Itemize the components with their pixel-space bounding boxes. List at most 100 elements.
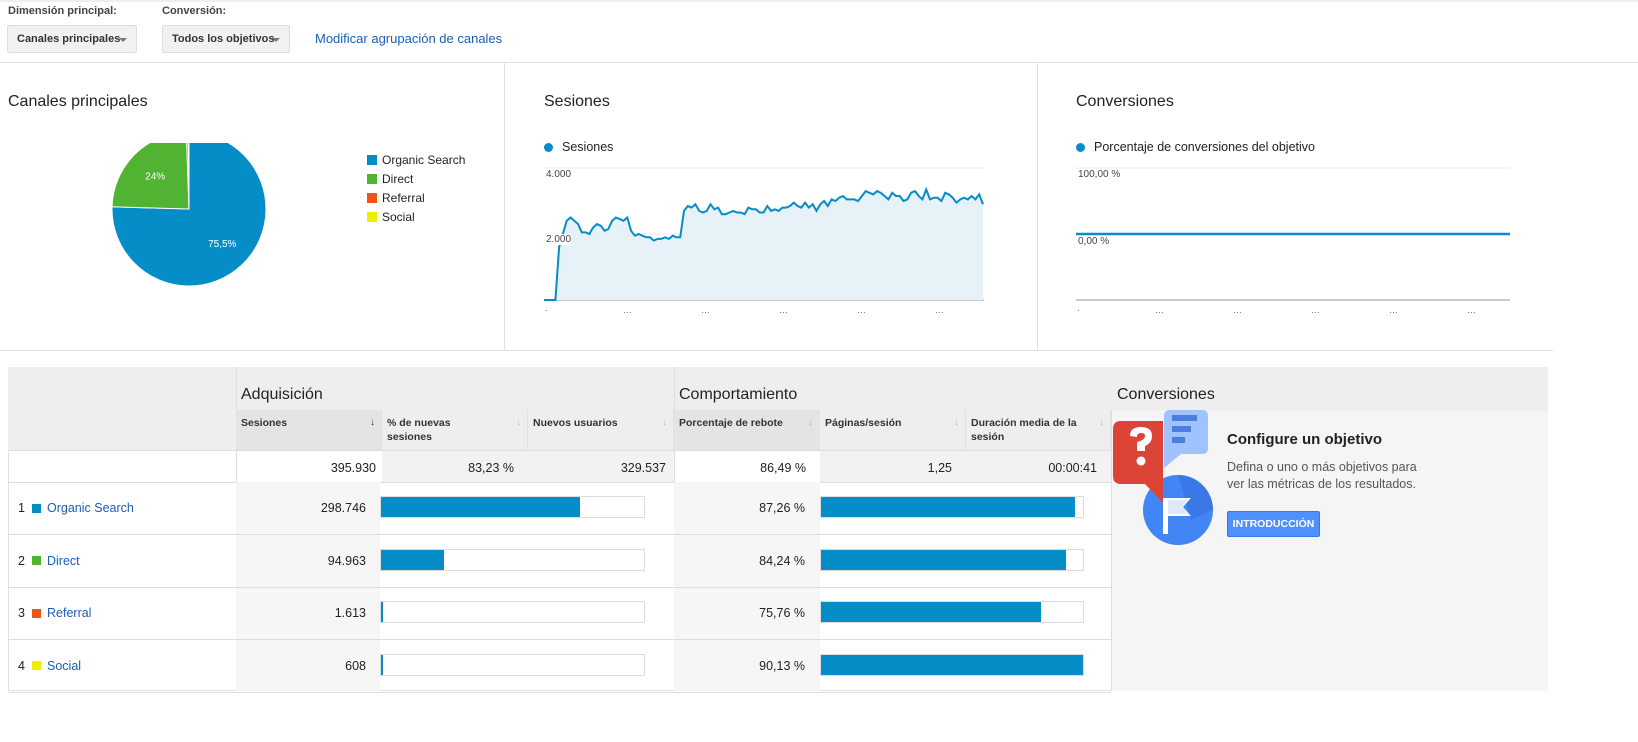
dimension-label: Dimensión principal: xyxy=(8,5,117,17)
pie-data-label: 24% xyxy=(145,171,165,182)
row-index: 2 xyxy=(18,553,25,568)
legend-item-social[interactable]: Social xyxy=(367,207,465,226)
group-header-row xyxy=(8,367,1111,410)
total-pages-session: 1,25 xyxy=(927,461,952,475)
goal-desc-line: ver las métricas de los resultados. xyxy=(1227,477,1416,491)
x-tick: … xyxy=(1389,305,1398,315)
table-row: 4 Social xyxy=(18,659,81,673)
sort-arrow-icon: ↓ xyxy=(662,417,667,428)
x-tick: … xyxy=(1311,305,1320,315)
channels-panel: Canales principales 75,5% 24% Organic Sea… xyxy=(0,63,505,351)
column-label: Páginas/sesión xyxy=(825,417,902,429)
table-row: 2 Direct xyxy=(18,554,80,568)
y-tick: 2.000 xyxy=(546,234,572,245)
swatch xyxy=(367,211,377,222)
y-tick: 0,00 % xyxy=(1078,236,1110,247)
totals-bg xyxy=(382,450,674,482)
group-conversions: Conversiones xyxy=(1117,386,1215,403)
column-avg-duration[interactable]: Duración media de la sesión ↓ xyxy=(966,410,1111,450)
x-tick: … xyxy=(1467,305,1476,315)
channel-link[interactable]: Organic Search xyxy=(47,501,134,515)
bounce-bar xyxy=(820,601,1084,623)
x-tick: · xyxy=(545,305,548,315)
bounce-bar xyxy=(820,496,1084,518)
row-bounce-rate: 75,76 % xyxy=(759,606,805,620)
divider xyxy=(8,450,1111,451)
pie-slice-organic-search[interactable] xyxy=(111,143,267,287)
legend-item-direct[interactable]: Direct xyxy=(367,169,465,188)
channel-link[interactable]: Social xyxy=(47,658,82,673)
row-bounce-rate: 84,24 % xyxy=(759,553,805,568)
column-label: Duración media de la sesión xyxy=(971,417,1077,443)
table-row: 1 Organic Search xyxy=(18,501,134,515)
top-border xyxy=(0,0,1638,2)
legend-dot xyxy=(544,142,553,152)
swatch xyxy=(367,154,377,165)
pie-data-label: 75,5% xyxy=(208,239,236,250)
x-tick: … xyxy=(857,305,866,315)
row-sessions: 94.963 xyxy=(327,553,366,568)
sessions-line[interactable] xyxy=(544,186,984,301)
dimension-dropdown[interactable]: Canales principales xyxy=(7,25,137,53)
bounce-bar xyxy=(820,653,1084,676)
channel-swatch xyxy=(32,608,41,618)
divider xyxy=(8,691,1111,693)
x-tick: … xyxy=(779,305,788,315)
column-label: Nuevos usuarios xyxy=(533,417,618,429)
pie-slice-direct[interactable] xyxy=(111,143,190,210)
sessions-share-bar xyxy=(380,548,645,571)
x-tick: … xyxy=(1155,305,1164,315)
swatch xyxy=(367,173,377,184)
bar-fill xyxy=(821,602,1042,622)
divider xyxy=(0,350,1553,351)
dimension-value: Canales principales xyxy=(17,33,121,45)
legend-label: Sesiones xyxy=(562,140,614,154)
table-row: 3 Referral xyxy=(18,606,91,620)
legend-item-referral[interactable]: Referral xyxy=(367,188,465,207)
goal-illustration-icon xyxy=(1113,410,1213,545)
sessions-legend: Sesiones xyxy=(544,140,613,154)
column-label: % de nuevas sesiones xyxy=(387,417,451,443)
goal-panel-header xyxy=(1111,367,1548,410)
column-bounce-rate[interactable]: Porcentaje de rebote ↓ xyxy=(674,410,820,450)
bar-fill xyxy=(821,654,1083,675)
sessions-share-bar xyxy=(380,601,645,623)
conversions-legend: Porcentaje de conversiones del objetivo xyxy=(1076,140,1315,154)
sort-arrow-icon: ↓ xyxy=(954,417,959,428)
goal-description: Defina o uno o más objetivos para ver las… xyxy=(1227,459,1417,493)
sort-arrow-icon: ↓ xyxy=(808,417,813,428)
pie-title: Canales principales xyxy=(8,93,148,110)
sessions-chart: ·…………… xyxy=(544,167,984,315)
legend-label: Direct xyxy=(382,171,414,186)
column-new-users[interactable]: Nuevos usuarios ↓ xyxy=(528,410,674,450)
column-new-sessions-pct[interactable]: % de nuevas sesiones ↓ xyxy=(382,410,528,450)
introduction-button[interactable]: INTRODUCCIÓN xyxy=(1227,511,1320,537)
channel-swatch xyxy=(32,556,41,565)
bar-fill xyxy=(381,654,383,675)
column-label: Porcentaje de rebote xyxy=(679,417,783,429)
channel-link[interactable]: Direct xyxy=(47,553,80,568)
pie-slice-social[interactable] xyxy=(187,143,190,210)
legend-item-organic[interactable]: Organic Search xyxy=(367,150,465,169)
column-pages-session[interactable]: Páginas/sesión ↓ xyxy=(820,410,966,450)
channel-swatch xyxy=(32,503,41,513)
sort-arrow-icon: ↓ xyxy=(370,417,375,428)
row-sessions: 298.746 xyxy=(320,501,366,515)
conversion-dropdown[interactable]: Todos los objetivos xyxy=(162,25,290,53)
channel-link[interactable]: Referral xyxy=(47,606,92,620)
row-index: 3 xyxy=(18,606,25,620)
x-tick: … xyxy=(623,305,632,315)
row-index: 4 xyxy=(18,658,25,673)
column-sessions[interactable]: Sesiones ↓ xyxy=(236,410,382,450)
bar-fill xyxy=(381,549,445,570)
sessions-panel: Sesiones Sesiones · … … … … … 4.000 2.000 xyxy=(505,63,1038,351)
bounce-bar xyxy=(820,548,1084,571)
conversions-title: Conversiones xyxy=(1076,93,1174,110)
total-avg-duration: 00:00:41 xyxy=(1048,461,1097,475)
legend-label: Referral xyxy=(382,190,425,205)
sort-arrow-icon: ↓ xyxy=(516,417,521,428)
header-blank xyxy=(8,410,236,450)
sessions-share-bar xyxy=(380,653,645,676)
row-sessions: 608 xyxy=(345,658,366,673)
modify-channel-grouping-link[interactable]: Modificar agrupación de canales xyxy=(315,31,503,46)
